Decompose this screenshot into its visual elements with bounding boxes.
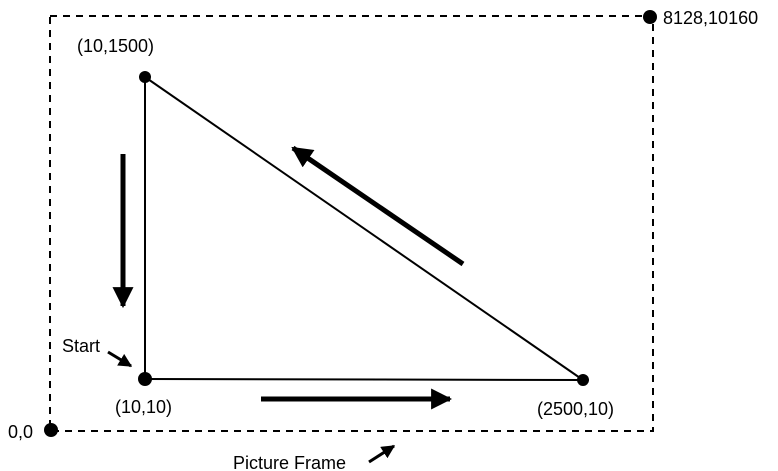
direction-arrow-up-left	[291, 145, 465, 267]
vertex-top-label: (10,1500)	[77, 36, 154, 56]
start-label: Start	[62, 336, 100, 356]
frame-pointer-arrow	[368, 444, 396, 464]
triangle-hypotenuse	[144, 76, 584, 381]
vertex-bottom-right-label: (2500,10)	[537, 399, 614, 419]
frame-top-right-point	[643, 10, 657, 24]
vertex-top-point	[139, 71, 151, 83]
frame-origin-point	[44, 423, 58, 437]
frame-origin-label: 0,0	[8, 422, 33, 442]
triangle-bottom-edge	[144, 378, 584, 381]
vertex-bottom-left-point	[138, 372, 152, 386]
frame-caption: Picture Frame	[233, 453, 346, 471]
vertex-bottom-right-point	[577, 374, 589, 386]
frame-top-right-label: 8128,10160	[663, 8, 758, 28]
start-pointer-arrow	[107, 350, 133, 368]
vertex-bottom-left-label: (10,10)	[115, 397, 172, 417]
picture-frame-border	[49, 15, 654, 432]
